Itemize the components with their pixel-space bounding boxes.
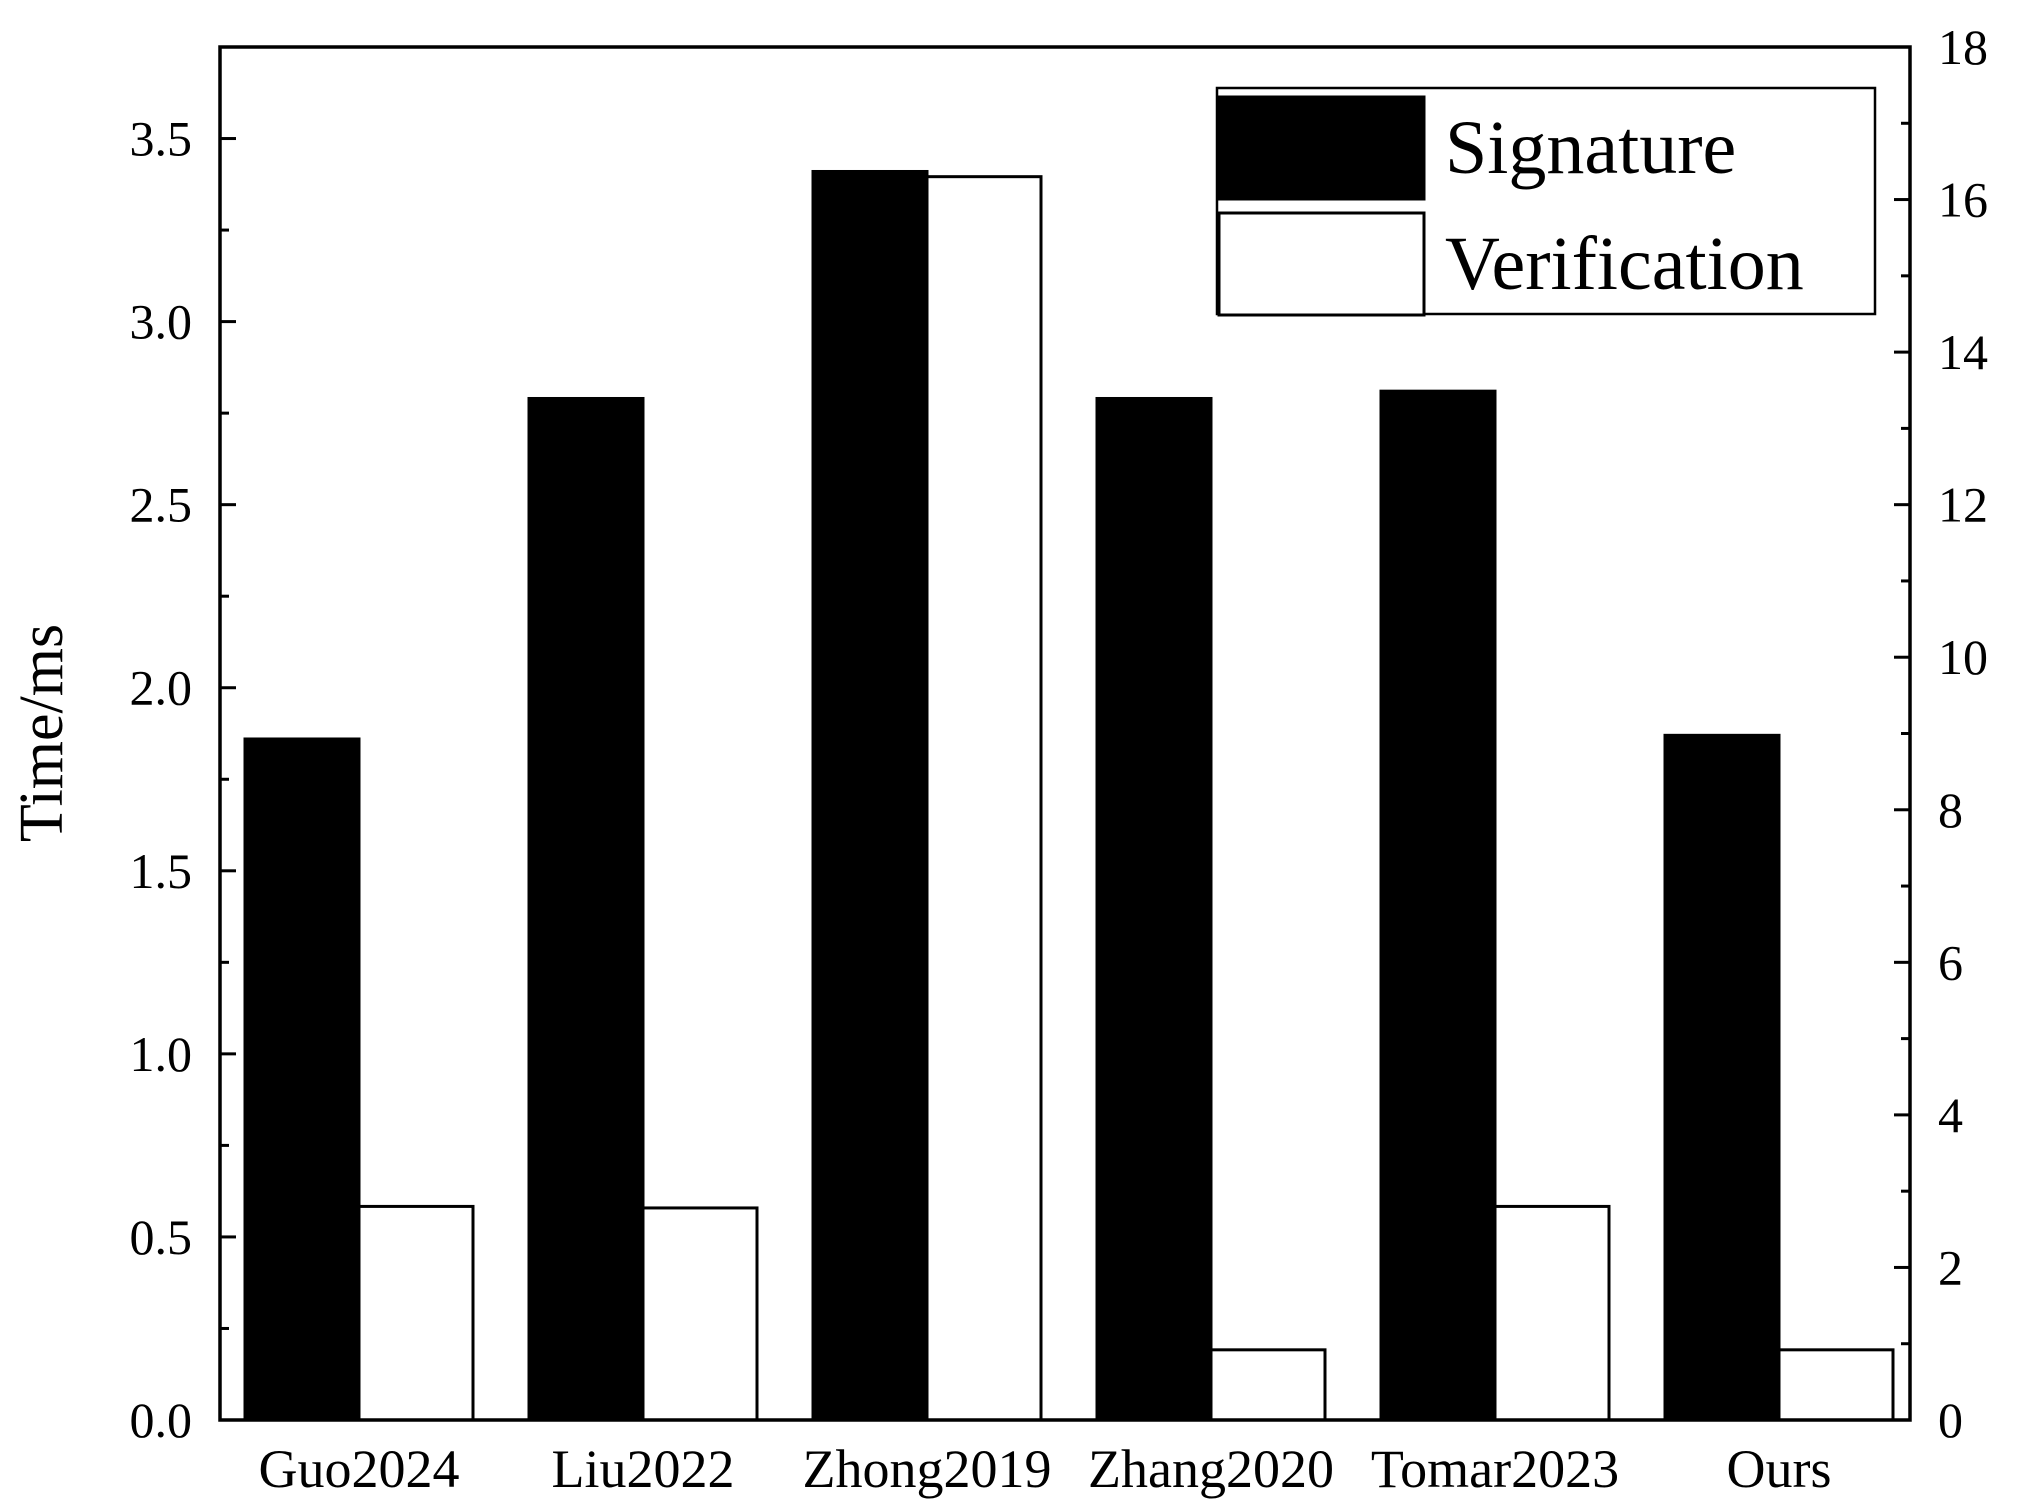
y-right-tick-label: 4 [1938, 1087, 1963, 1143]
plot-frame [218, 45, 1912, 1422]
x-tick-label: Liu2022 [552, 1439, 735, 1499]
bars-group [243, 169, 1895, 1422]
bar-verification-ours [1777, 1348, 1895, 1422]
ticks-group: Guo2024 Liu2022 Zhong2019 Zhang2020 Tomar202… [130, 19, 1989, 1499]
legend-label-signature: Signature [1445, 106, 1736, 190]
bar-verification-tomar2023 [1493, 1204, 1611, 1422]
legend: Signature Verification [1215, 86, 1877, 317]
y-left-tick-label: 0.5 [130, 1209, 193, 1265]
y-left-tick-label: 3.5 [130, 111, 193, 167]
bar-signature-tomar2023 [1379, 389, 1497, 1422]
y-left-tick-label: 3.0 [130, 294, 193, 350]
y-right-tick-label: 8 [1938, 782, 1963, 838]
bar-signature-liu2022 [527, 396, 645, 1422]
bar-verification-zhong2019 [925, 175, 1043, 1422]
x-tick-label: Guo2024 [259, 1439, 460, 1499]
y-left-tick-label: 0.0 [130, 1392, 193, 1448]
bar-signature-guo2024 [243, 737, 361, 1422]
y-left-tick-label: 1.0 [130, 1026, 193, 1082]
x-tick-label: Tomar2023 [1371, 1439, 1619, 1499]
y-right-tick-label: 16 [1938, 172, 1988, 228]
y-right-tick-label: 10 [1938, 629, 1988, 685]
y-left-tick-label: 2.5 [130, 477, 193, 533]
x-tick-label: Zhong2019 [803, 1439, 1052, 1499]
y-right-tick-label: 2 [1938, 1239, 1963, 1295]
y-left-tick-label: 2.0 [130, 660, 193, 716]
bar-verification-guo2024 [357, 1204, 475, 1422]
y-axis-title: Time/ms [8, 624, 76, 842]
y-right-tick-label: 18 [1938, 19, 1988, 75]
bar-verification-liu2022 [641, 1206, 759, 1422]
y-right-tick-label: 12 [1938, 477, 1988, 533]
x-tick-label: Ours [1727, 1439, 1832, 1499]
legend-swatch-verification [1217, 211, 1426, 317]
y-right-tick-label: 6 [1938, 934, 1963, 990]
y-right-tick-label: 0 [1938, 1392, 1963, 1448]
x-tick-label: Zhang2020 [1088, 1439, 1334, 1499]
y-right-tick-label: 14 [1938, 324, 1988, 380]
bar-signature-ours [1663, 733, 1781, 1422]
bar-signature-zhang2020 [1095, 396, 1213, 1422]
y-left-tick-label: 1.5 [130, 843, 193, 899]
bar-verification-zhang2020 [1209, 1348, 1327, 1422]
bar-signature-zhong2019 [811, 169, 929, 1422]
legend-swatch-signature [1217, 95, 1426, 201]
legend-label-verification: Verification [1445, 222, 1804, 306]
